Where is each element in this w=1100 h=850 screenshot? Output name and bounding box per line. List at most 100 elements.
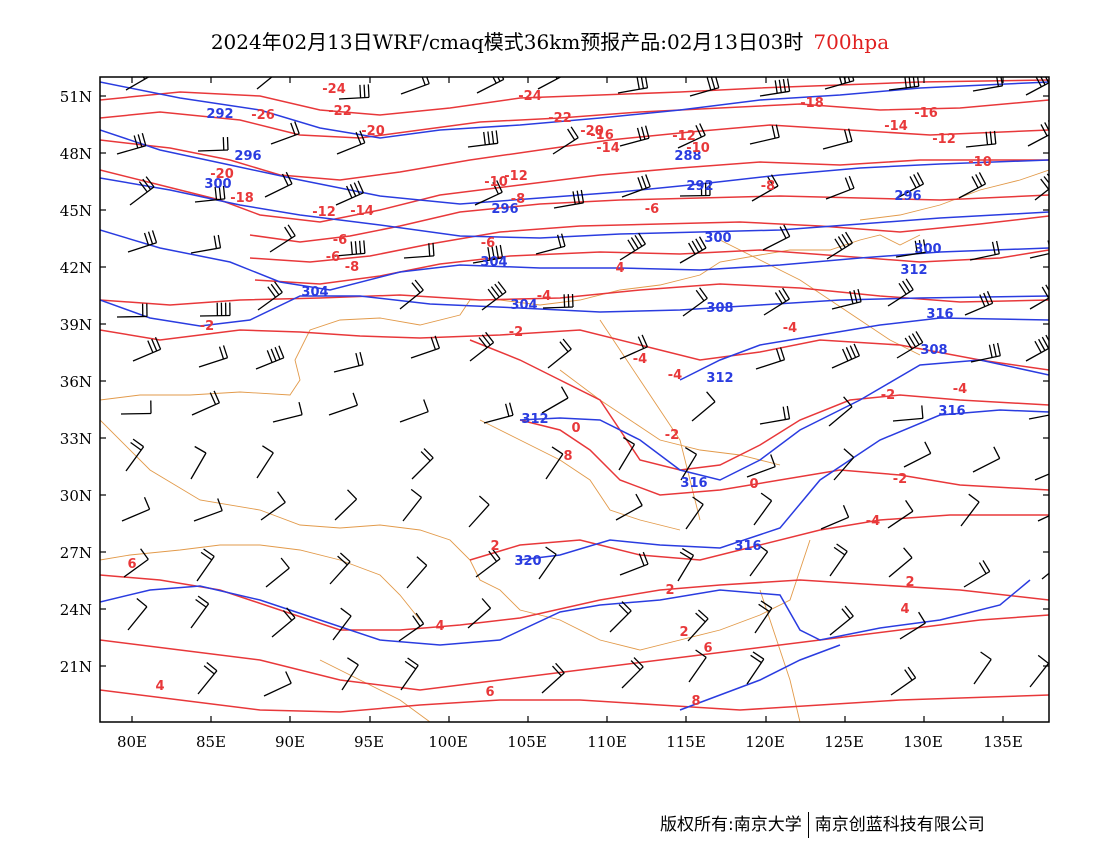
- lon-label: 95E: [354, 733, 384, 751]
- height-label: 304: [301, 285, 328, 300]
- height-label: 316: [680, 476, 707, 491]
- copyright-owner: 版权所有:南京大学: [660, 815, 802, 835]
- temperature-label: -2: [881, 388, 895, 403]
- temperature-label: -12: [312, 205, 336, 220]
- temperature-label: -20: [210, 167, 234, 182]
- temperature-label: -2: [893, 472, 907, 487]
- temperature-label: -6: [481, 236, 495, 251]
- temperature-label: 2: [665, 583, 674, 598]
- temperature-label: -6: [326, 250, 340, 265]
- geopotential-height-contours: [100, 81, 1049, 711]
- temperature-label: -10: [968, 155, 992, 170]
- temperature-label: -24: [322, 82, 346, 97]
- temperature-label: 4: [155, 679, 164, 694]
- temperature-label: -18: [800, 96, 824, 111]
- lat-label: 30N: [60, 487, 92, 505]
- temperature-label: -2: [509, 325, 523, 340]
- temperature-label: -14: [884, 119, 908, 134]
- copyright-company: 南京创蓝科技有限公司: [814, 815, 985, 835]
- lat-label: 24N: [60, 601, 92, 619]
- height-label: 312: [900, 263, 927, 278]
- height-label: 296: [491, 202, 518, 217]
- height-label: 304: [510, 298, 537, 313]
- title-level: 700hpa: [813, 30, 890, 54]
- lon-label: 110E: [587, 733, 627, 751]
- temperature-label: -22: [328, 104, 352, 119]
- temperature-contour-labels: -24-26 -22-20-20-18-24-22-20-16 -12-10-12-…: [127, 82, 991, 709]
- temperature-label: 2: [905, 575, 914, 590]
- height-label: 308: [706, 301, 733, 316]
- temperature-label: -20: [361, 124, 385, 139]
- lat-label: 21N: [60, 658, 92, 676]
- temperature-label: -6: [333, 233, 347, 248]
- footer-separator: [807, 812, 809, 838]
- temperature-label: 8: [691, 694, 700, 709]
- height-label: 300: [704, 231, 731, 246]
- temperature-label: -4: [633, 352, 647, 367]
- temperature-label: -8: [511, 192, 525, 207]
- lat-label: 51N: [60, 88, 92, 106]
- temperature-label: -4: [783, 321, 797, 336]
- temperature-isotherms: [100, 79, 1049, 713]
- lat-label: 27N: [60, 544, 92, 562]
- lat-label: 39N: [60, 316, 92, 334]
- temperature-label: 2: [679, 625, 688, 640]
- lat-axis-labels: 51N 48N 45N 42N 39N 36N 33N 30N 27N 24N …: [60, 88, 92, 676]
- lon-label: 90E: [275, 733, 305, 751]
- temperature-label: -4: [668, 368, 682, 383]
- height-label: 316: [938, 404, 965, 419]
- temperature-label: -8: [761, 179, 775, 194]
- temperature-label: -10: [686, 141, 710, 156]
- height-label: 296: [234, 149, 261, 164]
- lon-label: 80E: [117, 733, 147, 751]
- temperature-label: -22: [548, 111, 572, 126]
- height-label: 292: [686, 179, 713, 194]
- lat-label: 36N: [60, 373, 92, 391]
- temperature-label: -26: [251, 108, 275, 123]
- lat-label: 45N: [60, 202, 92, 220]
- temperature-label: -14: [596, 141, 620, 156]
- title-main: 2024年02月13日WRF/cmaq模式36km预报产品:02月13日03时: [210, 30, 804, 54]
- temperature-label: -2: [665, 428, 679, 443]
- wind-barbs: [116, 77, 1049, 697]
- copyright-footer: 版权所有:南京大学 南京创蓝科技有限公司: [660, 810, 985, 838]
- lat-label: 48N: [60, 145, 92, 163]
- temperature-label: -18: [230, 191, 254, 206]
- height-label: 300: [204, 177, 231, 192]
- temperature-label: -16: [914, 106, 938, 121]
- temperature-label: -12: [672, 129, 696, 144]
- lon-axis-labels: 80E 85E 90E 95E 100E 105E 110E 115E 120E…: [117, 733, 1023, 751]
- height-label: 312: [706, 371, 733, 386]
- temperature-label: -12: [504, 169, 528, 184]
- height-label: 320: [514, 554, 541, 569]
- temperature-label: -20: [580, 124, 604, 139]
- lat-label: 42N: [60, 259, 92, 277]
- temperature-label: 8: [563, 449, 572, 464]
- temperature-label: 4: [615, 261, 624, 276]
- temperature-label: 0: [571, 421, 580, 436]
- height-label: 316: [734, 539, 761, 554]
- temperature-label: -14: [350, 204, 374, 219]
- temperature-label: -4: [866, 514, 880, 529]
- height-label: 288: [674, 149, 701, 164]
- lon-label: 85E: [196, 733, 226, 751]
- lon-label: 105E: [507, 733, 547, 751]
- height-label: 292: [206, 107, 233, 122]
- height-label: 296: [894, 189, 921, 204]
- temperature-label: -24: [518, 89, 542, 104]
- map-frame: [99, 76, 1050, 723]
- height-label: 308: [920, 343, 947, 358]
- temperature-label: 6: [485, 685, 494, 700]
- lat-label: 33N: [60, 430, 92, 448]
- temperature-label: -6: [645, 202, 659, 217]
- temperature-label: -2: [200, 319, 214, 334]
- temperature-label: 4: [435, 619, 444, 634]
- temperature-label: -16: [590, 128, 614, 143]
- chart-title: 2024年02月13日WRF/cmaq模式36km预报产品:02月13日03时 7…: [0, 26, 1100, 55]
- lon-label: 100E: [428, 733, 468, 751]
- height-label: 312: [521, 412, 548, 427]
- temperature-label: 0: [749, 477, 758, 492]
- temperature-label: 6: [703, 641, 712, 656]
